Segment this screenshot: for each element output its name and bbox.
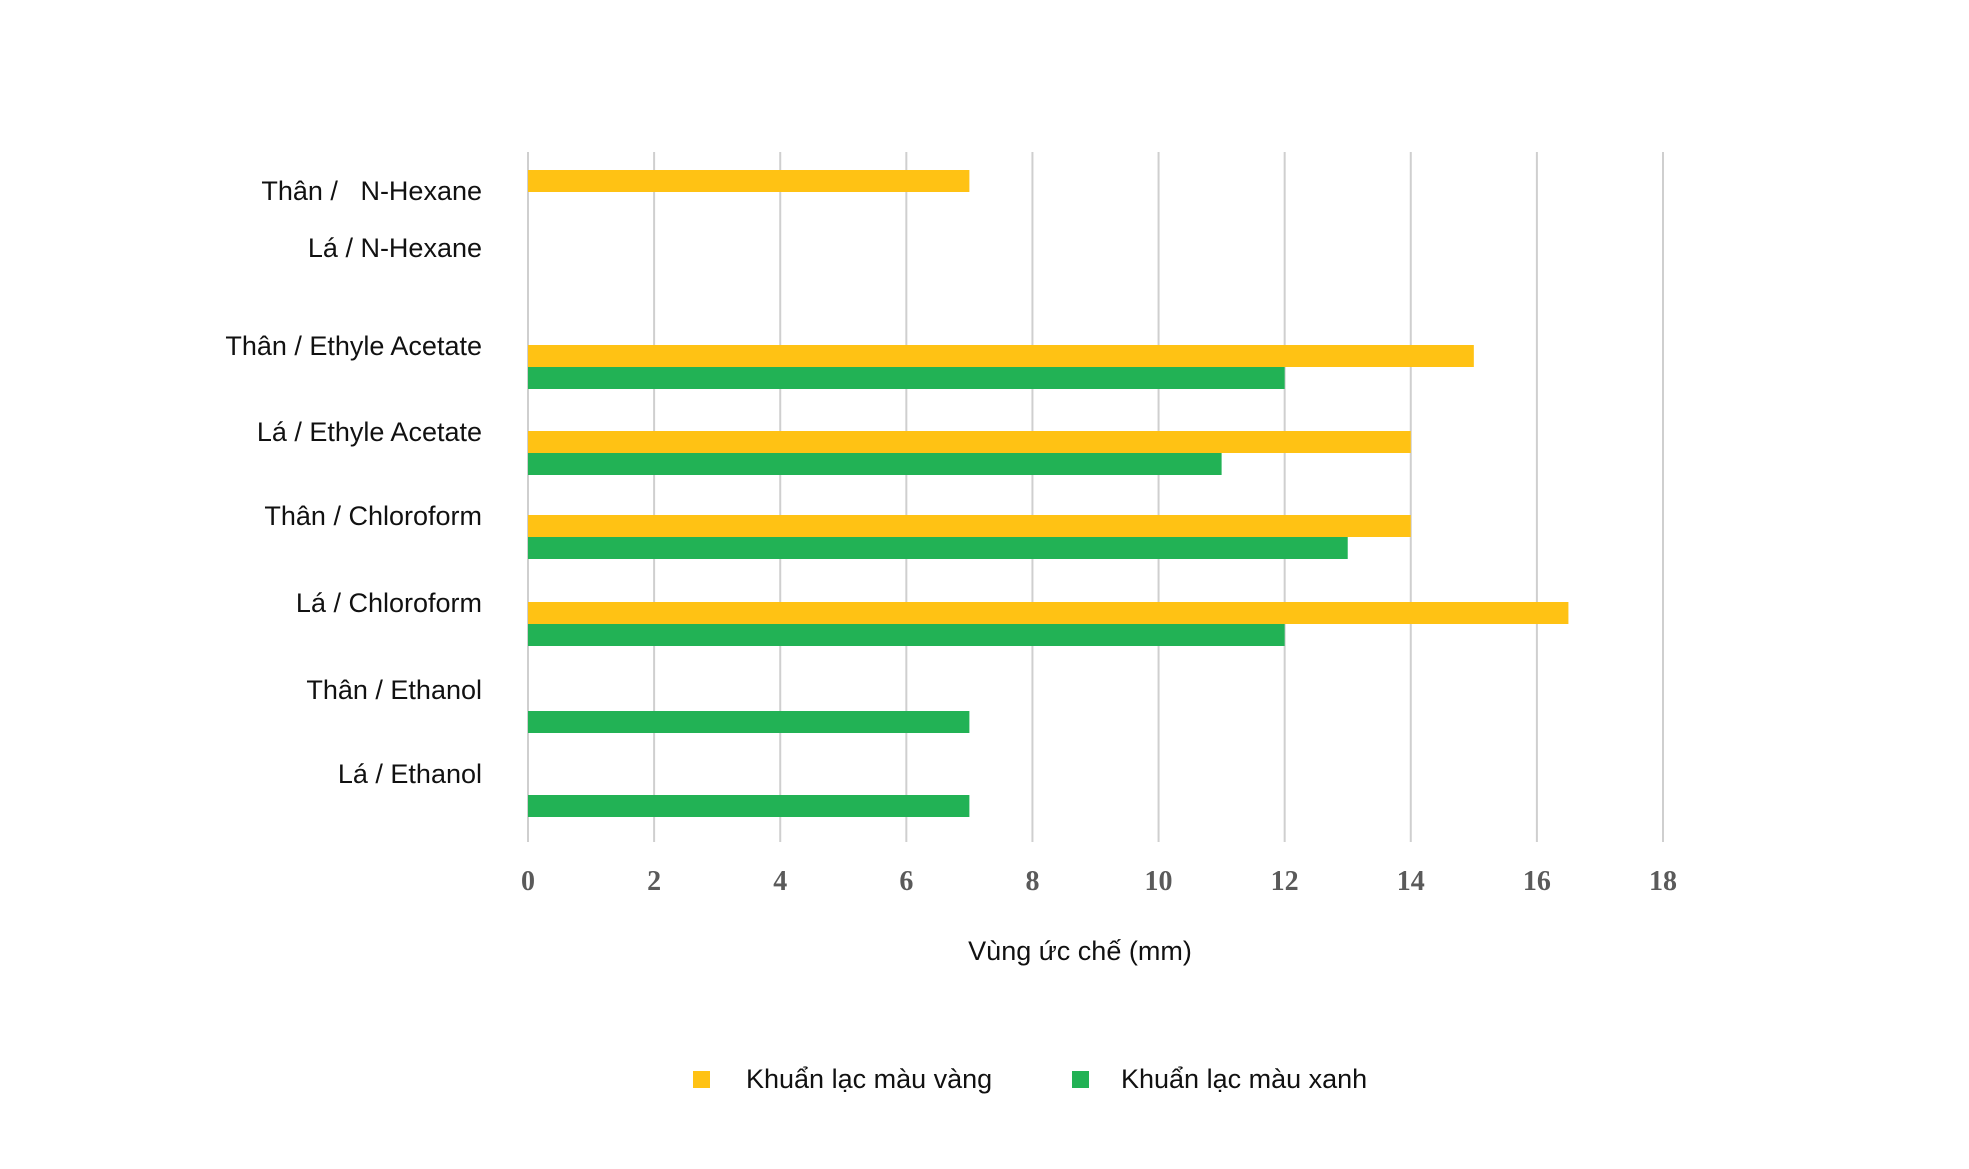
- x-tick-label: 2: [647, 866, 661, 897]
- category-label: Thân / Chloroform: [264, 501, 482, 531]
- category-labels: Thân / N-Hexane Lá / N-Hexane Thân / Ethyl…: [225, 176, 482, 789]
- bar-yellow: [528, 345, 1474, 367]
- legend-label: Khuẩn lạc màu xanh: [1121, 1064, 1367, 1094]
- category-label: Thân / N-Hexane: [261, 176, 482, 206]
- bar-green: [528, 795, 970, 817]
- bar-green: [528, 624, 1285, 646]
- legend-swatch: [1072, 1071, 1089, 1088]
- x-tick-label: 16: [1523, 866, 1551, 897]
- x-tick-label: 0: [521, 866, 535, 897]
- category-label: Lá / Ethanol: [338, 759, 482, 789]
- category-label: Thân / Ethyle Acetate: [225, 331, 482, 361]
- x-tick-label: 10: [1145, 866, 1173, 897]
- bar-green: [528, 711, 970, 733]
- bar-yellow: [528, 431, 1411, 453]
- legend-swatch: [693, 1071, 710, 1088]
- x-tick-label: 12: [1271, 866, 1299, 897]
- bar-green: [528, 367, 1285, 389]
- bar-green: [528, 537, 1348, 559]
- category-label: Lá / N-Hexane: [308, 233, 482, 263]
- x-tick-label: 6: [899, 866, 913, 897]
- legend-label: Khuẩn lạc màu vàng: [746, 1064, 992, 1094]
- bar-green: [528, 453, 1222, 475]
- x-tick-label: 8: [1025, 866, 1039, 897]
- x-tick-label: 4: [773, 866, 787, 897]
- gridlines: [527, 152, 1664, 842]
- x-tick-label: 18: [1649, 866, 1677, 897]
- category-label: Lá / Ethyle Acetate: [257, 417, 482, 447]
- category-label: Thân / Ethanol: [306, 675, 482, 705]
- bar-yellow: [528, 602, 1569, 624]
- bar-yellow: [528, 170, 970, 192]
- x-tick-labels: 0 2 4 6 8 10 12 14 16 18: [521, 866, 1677, 897]
- category-label: Lá / Chloroform: [296, 588, 482, 618]
- x-axis-title: Vùng ức chế (mm): [968, 936, 1192, 966]
- bar-yellow: [528, 515, 1411, 537]
- legend: Khuẩn lạc màu vàng Khuẩn lạc màu xanh: [693, 1064, 1367, 1094]
- bars: [528, 170, 1569, 817]
- x-tick-label: 14: [1397, 866, 1425, 897]
